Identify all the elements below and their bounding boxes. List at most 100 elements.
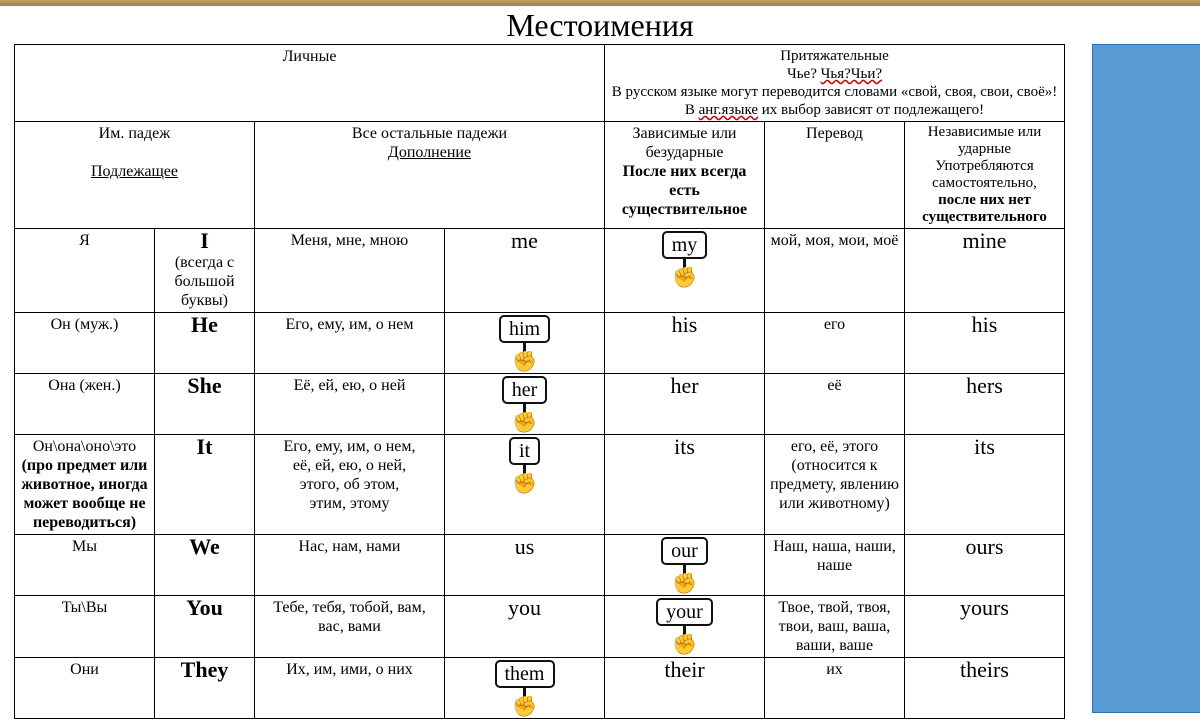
ind-word: theirs	[960, 657, 1009, 682]
cell-forms: Её, ей, ею, о ней	[255, 374, 445, 435]
framed-word: my	[662, 231, 708, 259]
hdr-sub5-l1: Независимые или ударные	[928, 124, 1042, 157]
pronouns-table: Личные Притяжательные Чье? Чья?Чьи? В ру…	[14, 44, 1065, 719]
cell-ind: hers	[905, 374, 1065, 435]
cell-forms: Нас, нам, нами	[255, 535, 445, 596]
hdr-sub2-l2: Дополнение	[388, 144, 471, 161]
cell-obj: you	[445, 596, 605, 658]
en-pronoun: It	[197, 434, 213, 459]
page-title: Местоимения	[0, 6, 1200, 44]
hdr-poss-note2b: анг.языке	[699, 102, 758, 118]
cell-obj: him✊	[445, 313, 605, 374]
cell-forms: Его, ему, им, о нем	[255, 313, 445, 374]
cell-ind: mine	[905, 229, 1065, 313]
hdr-sub1: Им. падеж Подлежащее	[15, 122, 255, 229]
cell-forms: Его, ему, им, о нем,её, ей, ею, о ней,эт…	[255, 435, 445, 535]
hdr-poss-note2a: В	[685, 102, 699, 118]
cell-en: You	[155, 596, 255, 658]
hand-icon: ✊	[609, 624, 760, 654]
cell-trans: Твое, твой, твоя, твои, ваш, ваша, ваши,…	[765, 596, 905, 658]
cell-dep: your✊	[605, 596, 765, 658]
hdr-sub5: Независимые или ударные Употребляются са…	[905, 122, 1065, 229]
cell-en: I(всегда с большой буквы)	[155, 229, 255, 313]
cell-ind: his	[905, 313, 1065, 374]
table-row: Она (жен.)SheЕё, ей, ею, о нейher✊herеёh…	[15, 374, 1065, 435]
hdr-poss-q1: Чье?	[787, 66, 817, 82]
en-pronoun: She	[187, 373, 221, 398]
dep-word: their	[664, 657, 704, 682]
table-wrap: Личные Притяжательные Чье? Чья?Чьи? В ру…	[14, 44, 1186, 719]
hdr-sub5-l2: Употребляются самостоятельно,	[932, 158, 1037, 191]
en-pronoun: I	[200, 228, 209, 253]
hdr-sub3-l1: Зависимые или безударные	[633, 125, 737, 161]
hdr-sub4-text: Перевод	[806, 125, 863, 142]
hdr-sub1-l2: Подлежащее	[91, 163, 178, 180]
header-row-1: Личные Притяжательные Чье? Чья?Чьи? В ру…	[15, 45, 1065, 122]
table-row: Он\она\оно\это (про предмет или животное…	[15, 435, 1065, 535]
en-pronoun: They	[181, 657, 229, 682]
cell-ru: Я	[15, 229, 155, 313]
hand-icon: ✊	[449, 686, 600, 716]
cell-trans: её	[765, 374, 905, 435]
hdr-sub5-l3: после них нет существительного	[922, 192, 1047, 225]
cell-en: They	[155, 658, 255, 719]
cell-forms: Их, им, ими, о них	[255, 658, 445, 719]
side-blue-panel	[1092, 44, 1200, 713]
ind-word: its	[974, 434, 995, 459]
hdr-personal: Личные	[15, 45, 605, 122]
cell-ind: ours	[905, 535, 1065, 596]
framed-word: them	[495, 660, 555, 688]
table-row: Они They Их, им, ими, о них them✊ their их the…	[15, 658, 1065, 719]
cell-ru: Он (муж.)	[15, 313, 155, 374]
dep-word: its	[674, 434, 695, 459]
table-row: Ты\Вы You Тебе, тебя, тобой, вам, вас, вам…	[15, 596, 1065, 658]
obj-word: us	[515, 534, 535, 559]
cell-ind: yours	[905, 596, 1065, 658]
cell-ru: Ты\Вы	[15, 596, 155, 658]
table-body: ЯI(всегда с большой буквы)Меня, мне, мно…	[15, 229, 1065, 719]
cell-en: It	[155, 435, 255, 535]
cell-ru: Мы	[15, 535, 155, 596]
hdr-sub2: Все остальные падежи Дополнение	[255, 122, 605, 229]
cell-ind: its	[905, 435, 1065, 535]
cell-en: We	[155, 535, 255, 596]
cell-ru: Он\она\оно\это (про предмет или животное…	[15, 435, 155, 535]
cell-dep: his	[605, 313, 765, 374]
ind-word: his	[972, 312, 998, 337]
framed-word: him	[499, 315, 550, 343]
framed-word: her	[502, 376, 548, 404]
cell-dep: her	[605, 374, 765, 435]
obj-word: me	[511, 228, 538, 253]
hdr-sub4: Перевод	[765, 122, 905, 229]
cell-forms: Тебе, тебя, тобой, вам, вас, вами	[255, 596, 445, 658]
table-row: ЯI(всегда с большой буквы)Меня, мне, мно…	[15, 229, 1065, 313]
hand-icon: ✊	[449, 402, 600, 432]
en-note: (всегда с большой буквы)	[174, 254, 234, 309]
hdr-sub3: Зависимые или безударные После них всегд…	[605, 122, 765, 229]
ind-word: yours	[960, 595, 1009, 620]
ind-word: ours	[966, 534, 1004, 559]
dep-word: her	[670, 373, 698, 398]
framed-word: it	[509, 437, 540, 465]
cell-trans: его	[765, 313, 905, 374]
cell-ru: Она (жен.)	[15, 374, 155, 435]
table-row: Он (муж.)HeЕго, ему, им, о немhim✊hisего…	[15, 313, 1065, 374]
hdr-sub2-l1: Все остальные падежи	[352, 125, 507, 142]
content-stage: Личные Притяжательные Чье? Чья?Чьи? В ру…	[0, 44, 1200, 719]
cell-ind: theirs	[905, 658, 1065, 719]
hand-icon: ✊	[609, 257, 760, 287]
cell-forms: Меня, мне, мною	[255, 229, 445, 313]
cell-dep: its	[605, 435, 765, 535]
cell-obj: her✊	[445, 374, 605, 435]
cell-en: She	[155, 374, 255, 435]
cell-ru: Они	[15, 658, 155, 719]
cell-trans: их	[765, 658, 905, 719]
cell-dep: their	[605, 658, 765, 719]
en-pronoun: You	[186, 595, 223, 620]
hdr-poss-note1: В русском языке могут переводится словам…	[612, 84, 1057, 100]
cell-obj: us	[445, 535, 605, 596]
hand-icon: ✊	[609, 563, 760, 593]
framed-word: your	[656, 598, 713, 626]
obj-word: you	[508, 595, 541, 620]
hdr-sub1-l1: Им. падеж	[99, 125, 171, 142]
